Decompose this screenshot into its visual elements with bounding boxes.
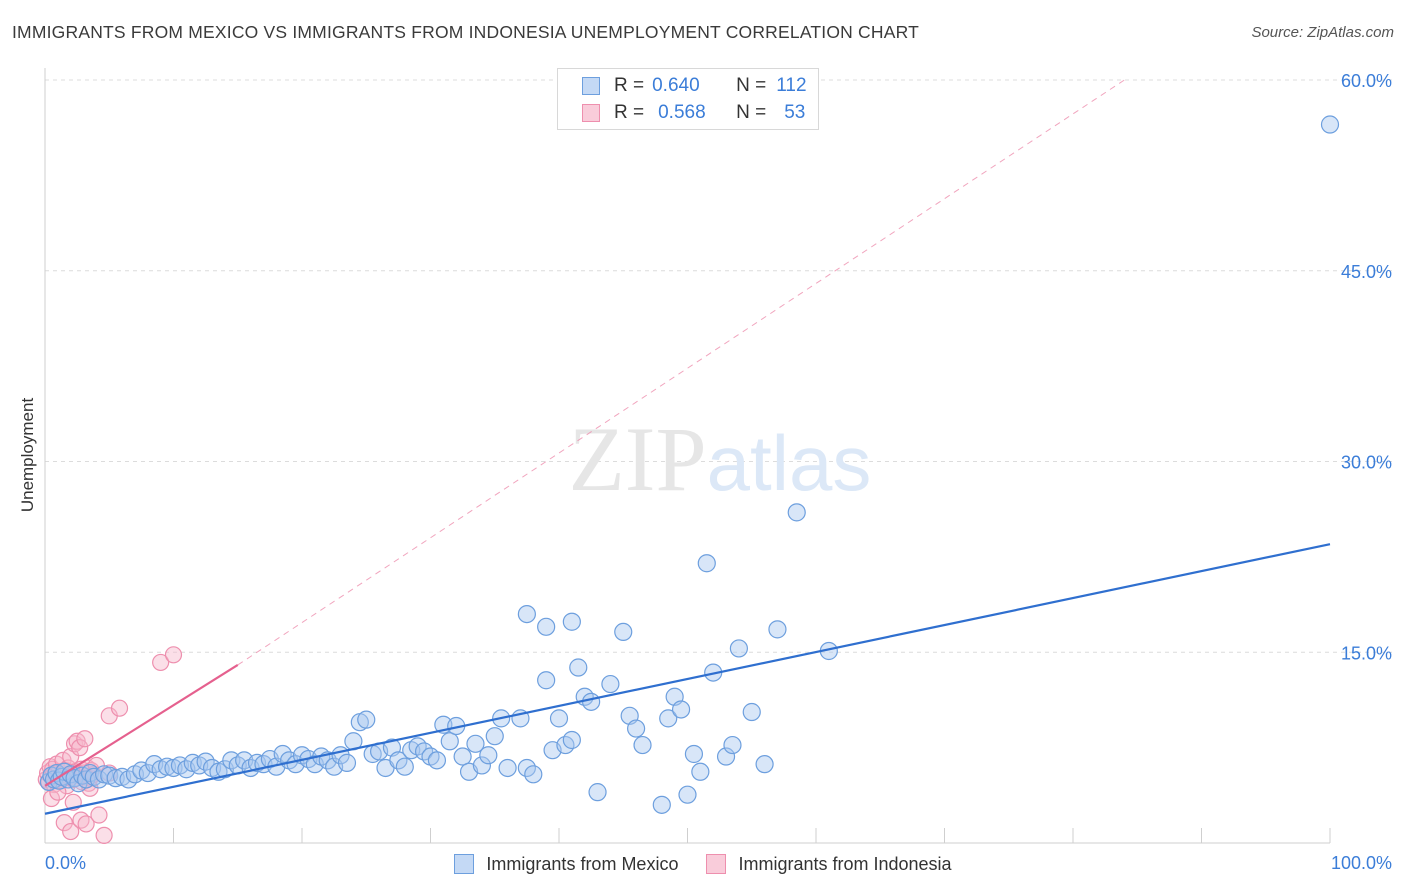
mexico-point bbox=[562, 612, 581, 631]
n-label: N = bbox=[736, 75, 767, 96]
mexico-point bbox=[652, 795, 671, 814]
mexico-point bbox=[472, 756, 491, 775]
mexico-points bbox=[39, 115, 1340, 814]
mexico-point bbox=[755, 755, 774, 774]
mexico-point bbox=[569, 658, 588, 677]
mexico-r-value: 0.640 bbox=[652, 75, 700, 96]
mexico-point bbox=[537, 617, 556, 636]
mexico-trend-line bbox=[44, 543, 1331, 815]
indonesia-legend-swatch bbox=[706, 854, 727, 874]
legend-item-mexico: Immigrants from Mexico bbox=[454, 854, 678, 875]
watermark: ZIPatlas bbox=[569, 408, 872, 510]
mexico-point bbox=[742, 702, 761, 722]
mexico-point bbox=[684, 744, 704, 764]
mexico-point bbox=[466, 734, 485, 753]
mexico-point bbox=[395, 757, 414, 776]
indonesia-legend-label: Immigrants from Indonesia bbox=[738, 853, 952, 874]
indonesia-point bbox=[55, 814, 73, 832]
mexico-point bbox=[697, 554, 716, 573]
indonesia-point bbox=[110, 699, 129, 717]
mexico-point bbox=[582, 692, 601, 711]
mexico-point bbox=[453, 747, 472, 766]
mexico-point bbox=[716, 747, 736, 766]
x-tick-label-max: 100.0% bbox=[1331, 853, 1392, 873]
mexico-point bbox=[427, 751, 447, 770]
mexico-point bbox=[562, 730, 581, 750]
y-tick-label: 60.0% bbox=[1341, 71, 1392, 91]
tick-labels: 15.0% 30.0% 45.0% 60.0% 0.0% 100.0% bbox=[45, 71, 1392, 873]
mexico-point bbox=[337, 753, 357, 772]
mexico-point bbox=[537, 671, 556, 690]
legend-row-indonesia: R = 0.568 N = 53 bbox=[582, 101, 805, 125]
mexico-swatch bbox=[582, 77, 600, 95]
legend-item-indonesia: Immigrants from Indonesia bbox=[706, 853, 952, 875]
mexico-legend-label: Immigrants from Mexico bbox=[486, 853, 679, 874]
legend-row-mexico: R = 0.640 N = 112 bbox=[582, 74, 807, 98]
indonesia-point bbox=[77, 815, 95, 833]
indonesia-point bbox=[90, 806, 108, 824]
r-label: R = bbox=[614, 102, 645, 123]
axes bbox=[44, 68, 1331, 844]
trend-lines bbox=[44, 79, 1331, 815]
indonesia-point bbox=[76, 730, 94, 748]
correlation-legend: R = 0.640 N = 112 R = 0.568 N = 53 bbox=[557, 68, 819, 130]
indonesia-point bbox=[152, 653, 170, 672]
mexico-point bbox=[357, 710, 376, 729]
n-label: N = bbox=[736, 102, 767, 123]
mexico-point bbox=[691, 762, 710, 781]
mexico-point bbox=[614, 622, 633, 642]
mexico-point bbox=[729, 639, 749, 658]
mexico-point bbox=[440, 732, 459, 751]
indonesia-r-value: 0.568 bbox=[658, 102, 706, 123]
mexico-point bbox=[106, 769, 125, 788]
mexico-n-value: 112 bbox=[776, 75, 807, 96]
mexico-point bbox=[787, 503, 806, 522]
y-tick-label: 15.0% bbox=[1341, 643, 1392, 663]
x-tick-label-min: 0.0% bbox=[45, 853, 86, 873]
mexico-point bbox=[485, 727, 504, 746]
y-tick-label: 45.0% bbox=[1341, 262, 1392, 282]
mexico-point bbox=[626, 719, 646, 738]
mexico-point bbox=[524, 765, 543, 784]
indonesia-n-value: 53 bbox=[784, 102, 806, 123]
mexico-point bbox=[678, 785, 697, 804]
y-tick-label: 30.0% bbox=[1341, 453, 1392, 473]
mexico-point bbox=[517, 604, 536, 624]
mexico-point bbox=[601, 674, 620, 694]
indonesia-swatch bbox=[582, 104, 600, 122]
mexico-legend-swatch bbox=[454, 854, 475, 874]
mexico-point bbox=[1320, 115, 1340, 134]
mexico-point bbox=[633, 735, 652, 755]
grid-lines bbox=[45, 79, 1392, 653]
chart-source: Source: ZipAtlas.com bbox=[1251, 24, 1394, 41]
indonesia-point bbox=[62, 822, 80, 841]
mexico-point bbox=[768, 620, 787, 639]
chart-title: IMMIGRANTS FROM MEXICO VS IMMIGRANTS FRO… bbox=[12, 22, 920, 42]
indonesia-point bbox=[164, 646, 183, 664]
indonesia-point bbox=[71, 739, 89, 757]
mexico-point bbox=[588, 783, 607, 802]
mexico-point bbox=[723, 735, 742, 755]
mexico-point bbox=[549, 709, 569, 728]
mexico-point bbox=[671, 700, 691, 719]
indonesia-point bbox=[95, 826, 113, 844]
r-label: R = bbox=[614, 75, 645, 96]
mexico-point bbox=[659, 709, 678, 728]
indonesia-trend-line bbox=[44, 664, 239, 787]
mexico-point bbox=[479, 746, 498, 765]
mexico-point bbox=[157, 757, 177, 776]
indonesia-point bbox=[62, 747, 80, 766]
series-legend: Immigrants from Mexico Immigrants from I… bbox=[0, 851, 1406, 877]
mexico-point bbox=[498, 758, 517, 778]
indonesia-trend-extension bbox=[237, 79, 1125, 666]
